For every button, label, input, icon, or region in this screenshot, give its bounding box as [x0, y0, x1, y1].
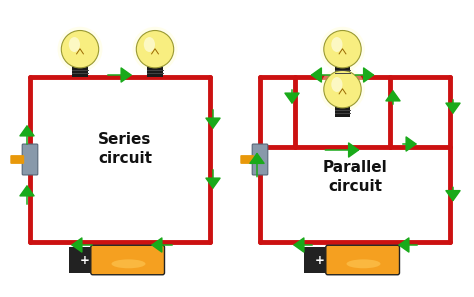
Bar — [312, 247, 328, 273]
Bar — [304, 247, 312, 273]
Text: +: + — [80, 254, 90, 266]
FancyBboxPatch shape — [10, 155, 24, 164]
Ellipse shape — [324, 31, 361, 68]
Bar — [147, 65, 163, 77]
FancyBboxPatch shape — [326, 245, 400, 275]
Bar — [335, 65, 350, 77]
Bar — [78, 247, 93, 273]
Ellipse shape — [346, 259, 381, 268]
Ellipse shape — [331, 37, 343, 52]
Ellipse shape — [320, 27, 365, 72]
Ellipse shape — [320, 67, 365, 112]
FancyBboxPatch shape — [91, 245, 164, 275]
FancyBboxPatch shape — [22, 144, 38, 175]
Text: +: + — [315, 254, 325, 266]
Ellipse shape — [69, 37, 80, 52]
Ellipse shape — [61, 31, 99, 68]
Text: Parallel
circuit: Parallel circuit — [323, 159, 387, 195]
Text: Series
circuit: Series circuit — [98, 132, 152, 166]
Ellipse shape — [324, 70, 361, 108]
Ellipse shape — [331, 77, 343, 92]
Ellipse shape — [111, 259, 146, 268]
Ellipse shape — [133, 27, 177, 72]
FancyBboxPatch shape — [252, 144, 268, 175]
Bar — [335, 105, 350, 117]
Ellipse shape — [144, 37, 155, 52]
Bar — [69, 247, 78, 273]
Ellipse shape — [137, 31, 173, 68]
FancyBboxPatch shape — [240, 155, 254, 164]
Ellipse shape — [57, 27, 102, 72]
Bar — [73, 65, 88, 77]
